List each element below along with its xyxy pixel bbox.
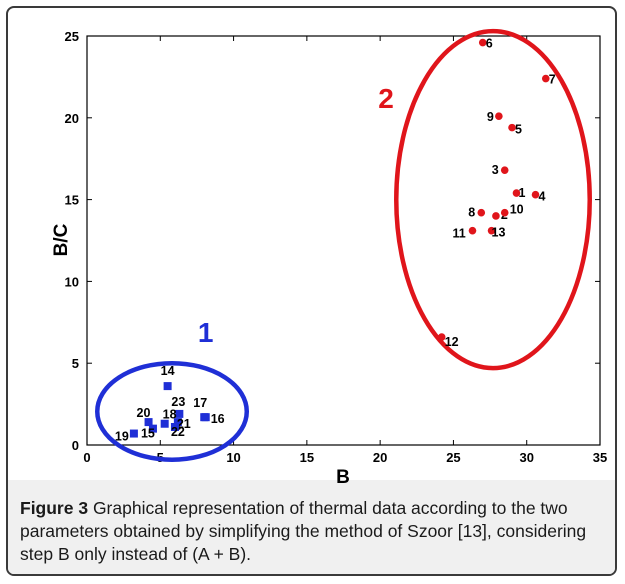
data-label: 7 [549, 73, 556, 87]
data-point-square [175, 409, 184, 418]
cluster-ellipses: 12 [95, 28, 592, 462]
cluster-label: 2 [378, 83, 394, 114]
data-label: 6 [486, 37, 493, 51]
data-label: 14 [161, 364, 175, 378]
plot-area [86, 35, 601, 446]
data-label: 5 [515, 123, 522, 137]
x-tick-label: 10 [226, 450, 240, 465]
caption-background [8, 480, 615, 574]
data-point-square [129, 429, 138, 438]
data-label: 22 [171, 425, 185, 439]
data-point-dot [492, 212, 500, 220]
x-tick-label: 15 [300, 450, 314, 465]
data-point-dot [508, 123, 516, 132]
data-point-square [170, 423, 179, 432]
data-point-square [160, 419, 169, 428]
data-point-dot [512, 189, 521, 197]
data-label: 8 [468, 206, 475, 220]
data-label: 11 [452, 227, 465, 241]
data-label: 18 [163, 408, 177, 422]
data-point-square [148, 424, 157, 433]
data-point-dot [500, 208, 509, 217]
axis-ticks: 0 5 10 15 20 25 30 35 0 5 10 15 20 25 [65, 29, 608, 465]
data-label: 16 [211, 412, 225, 426]
caption-label: Figure 3 [20, 498, 89, 518]
x-tick-label: 30 [519, 450, 533, 465]
y-axis-label: B/C [51, 223, 72, 256]
caption-text: Graphical representation of thermal data… [20, 498, 587, 564]
data-point-dot [477, 208, 486, 217]
x-tick-label: 0 [83, 450, 90, 465]
data-point-dot [487, 226, 496, 235]
figure-caption: Figure 3 Graphical representation of the… [20, 497, 610, 566]
y-tick-label: 20 [65, 111, 79, 126]
data-point-dot [468, 226, 477, 235]
data-point-dot [437, 333, 446, 341]
data-point-square [144, 418, 153, 427]
data-label: 21 [177, 417, 191, 431]
y-tick-label: 0 [72, 438, 79, 453]
data-point-square [163, 382, 172, 391]
x-tick-label: 35 [593, 450, 607, 465]
data-label: 13 [492, 226, 506, 240]
x-tick-label: 20 [373, 450, 387, 465]
data-point-dot [478, 38, 487, 47]
data-label: 19 [115, 430, 129, 444]
data-point-dot [541, 74, 550, 83]
data-point-dot [531, 190, 540, 199]
cluster-label: 1 [198, 317, 214, 348]
x-tick-label: 25 [446, 450, 460, 465]
cluster-2-ellipse [394, 28, 592, 371]
data-label: 17 [193, 396, 207, 410]
data-point-dot [500, 166, 509, 174]
cluster-1-ellipse [95, 360, 250, 462]
data-point-square [173, 418, 182, 427]
data-point-dot [495, 112, 503, 120]
data-label: 12 [445, 335, 459, 349]
data-label: 3 [492, 163, 499, 177]
y-tick-label: 10 [65, 274, 79, 289]
data-label: 4 [539, 190, 546, 204]
y-tick-label: 15 [65, 193, 79, 208]
data-label: 10 [510, 203, 524, 217]
data-label: 1 [518, 186, 525, 200]
data-points: 1423171620182122151967953148210111312 [115, 37, 556, 444]
y-tick-label: 25 [65, 29, 79, 44]
x-axis-label: B [336, 467, 350, 488]
data-label: 23 [171, 395, 185, 409]
data-label: 9 [487, 110, 494, 124]
data-point-square [201, 413, 210, 422]
y-tick-label: 5 [72, 356, 79, 371]
data-label: 15 [141, 427, 155, 441]
data-label: 20 [137, 406, 151, 420]
